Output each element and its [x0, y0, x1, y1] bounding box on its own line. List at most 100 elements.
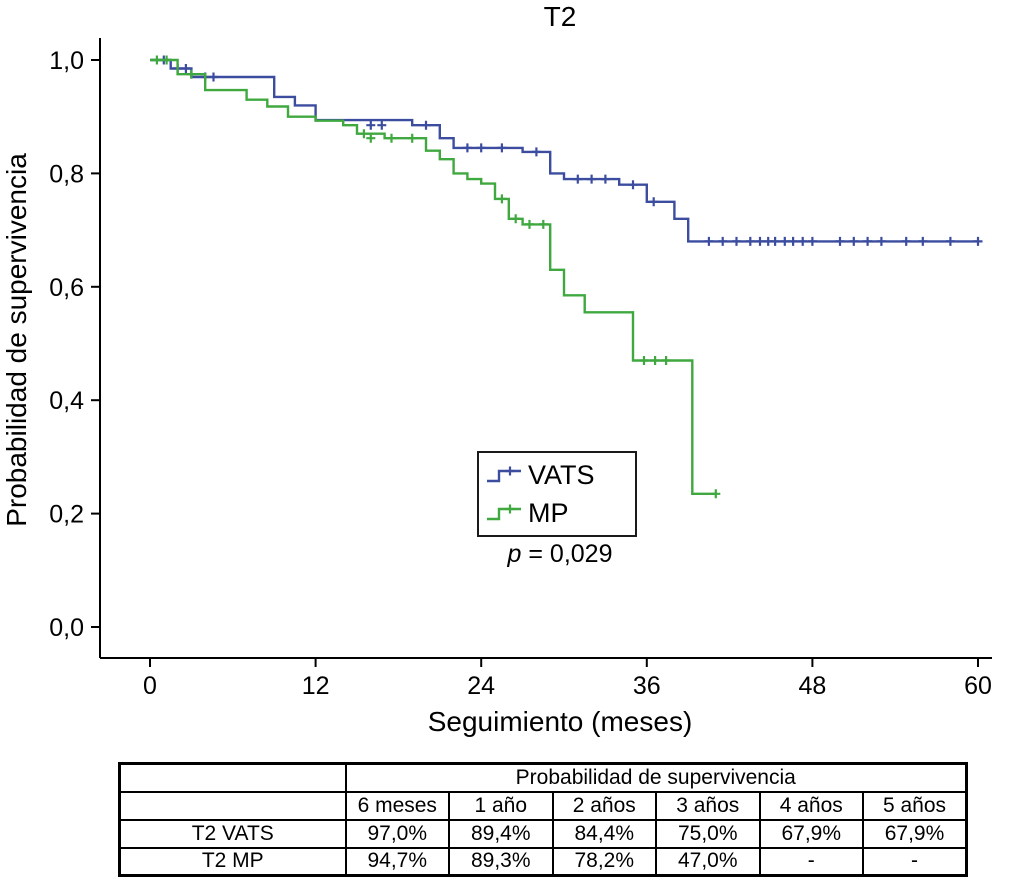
censor-mark-vats [628, 180, 638, 190]
censor-mark-mp [511, 214, 521, 224]
censor-mark-mp [407, 133, 417, 143]
table-cell: 84,4% [551, 818, 657, 849]
censor-mark-vats [587, 174, 597, 184]
km-chart: T2 0,0 0,2 0,4 0,6 0,8 1,0 0 12 24 36 48 60 Probabi… [1, 1, 992, 737]
censor-mark-mp [387, 133, 396, 143]
censor-mark-mp [497, 194, 507, 204]
legend-label-vats: VATS [528, 460, 595, 490]
censor-mark-vats [718, 236, 728, 246]
table-row-label: T2 VATS [118, 818, 347, 849]
censor-mark-vats [649, 197, 659, 207]
table-cell: 78,2% [551, 846, 657, 877]
censor-mark-vats [835, 236, 845, 246]
table-col-header: 3 años [655, 790, 761, 821]
table-col-header: 6 meses [344, 790, 450, 821]
legend-box [477, 451, 637, 537]
y-tick-label: 0,0 [49, 614, 84, 642]
censor-mark-vats [918, 236, 928, 246]
survival-table: Probabilidad de supervivencia 6 meses 1 añ… [118, 762, 968, 877]
censor-mark-vats [798, 236, 808, 246]
y-tick-label: 0,8 [49, 160, 84, 188]
y-tick-label: 0,6 [49, 274, 84, 302]
censor-mark-mp [639, 356, 649, 365]
table-cell: 75,0% [655, 818, 761, 849]
censor-mark-vats [377, 120, 387, 130]
survival-curve-mp [150, 58, 716, 495]
censor-mark-vats [788, 236, 798, 246]
censor-mark-mp [162, 55, 172, 65]
censor-mark-vats [600, 174, 610, 184]
censor-mark-mp [152, 55, 162, 65]
x-tick-label: 0 [143, 672, 157, 700]
censor-mark-vats [863, 236, 873, 246]
censor-mark-vats [366, 120, 376, 130]
survival-curve-vats [150, 58, 978, 243]
censor-mark-vats [876, 236, 886, 246]
censor-mark-mp [661, 356, 671, 365]
axes: 0,0 0,2 0,4 0,6 0,8 1,0 0 12 24 36 48 60 [49, 38, 992, 700]
censor-mark-mp [366, 133, 376, 143]
table-cell: 97,0% [344, 818, 450, 849]
table-cell: 67,9% [862, 818, 968, 849]
censor-mark-vats [531, 147, 541, 157]
table-row: T2 MP 94,7% 89,3% 78,2% 47,0% - - [118, 846, 968, 877]
censor-mark-vats [476, 143, 486, 153]
censor-mark-vats [745, 236, 755, 246]
censor-mark-mp [538, 219, 548, 229]
legend-line-vats [487, 466, 521, 483]
legend-label-mp: MP [528, 498, 569, 528]
censor-mark-vats [770, 236, 780, 246]
censor-mark-vats [901, 236, 911, 246]
table-cell: 94,7% [344, 846, 450, 877]
censor-mark-vats [704, 236, 714, 246]
censor-mark-vats [755, 236, 765, 246]
table-row-label: T2 MP [118, 846, 347, 877]
table-col-header: 5 años [862, 790, 968, 821]
censor-mark-vats [807, 236, 817, 246]
chart-title: T2 [544, 1, 577, 32]
censor-mark-vats [573, 174, 583, 184]
table-row: Probabilidad de supervivencia [118, 762, 968, 793]
table-cell: 67,9% [758, 818, 864, 849]
x-tick-label: 36 [633, 672, 661, 700]
table-row: T2 VATS 97,0% 89,4% 84,4% 75,0% 67,9% 67,9% [118, 818, 968, 849]
x-axis-label: Seguimiento (meses) [428, 706, 693, 737]
x-tick-label: 60 [964, 672, 992, 700]
censor-mark-vats [945, 236, 955, 246]
censor-mark-mp [650, 356, 660, 365]
table-cell: 89,4% [448, 818, 554, 849]
censor-mark-vats [462, 143, 472, 153]
p-value: p = 0,029 [507, 540, 613, 568]
table-cell: 47,0% [655, 846, 761, 877]
censor-mark-mp [525, 219, 534, 229]
censor-mark-vats [497, 143, 507, 153]
censor-mark-vats [209, 72, 218, 82]
x-tick-label: 48 [798, 672, 826, 700]
table-cell: - [758, 846, 864, 877]
censor-mark-vats [780, 236, 790, 246]
y-tick-label: 1,0 [49, 47, 84, 75]
p-value-symbol: p [507, 540, 522, 568]
table-col-header: 2 años [551, 790, 657, 821]
table-cell: - [862, 846, 968, 877]
table-corner-cell [118, 762, 347, 793]
table-row: 6 meses 1 año 2 años 3 años 4 años 5 años [118, 790, 968, 821]
censor-mark-vats [973, 236, 983, 246]
y-axis-label: Probabilidad de supervivencia [1, 153, 32, 527]
table-col-header: 4 años [758, 790, 864, 821]
survival-table-container: Probabilidad de supervivencia 6 meses 1 añ… [0, 762, 1024, 877]
y-tick-label: 0,4 [49, 387, 84, 415]
censor-mark-mp [186, 69, 196, 79]
survival-chart-container: T2 0,0 0,2 0,4 0,6 0,8 1,0 0 12 24 36 48 60 Probabi… [1, 1, 992, 737]
table-corner-cell [118, 790, 347, 821]
censor-mark-mp [711, 489, 721, 499]
legend-line-mp [487, 504, 521, 521]
y-tick-label: 0,2 [49, 501, 84, 529]
legend: VATS MP [477, 451, 637, 537]
survival-curves [150, 55, 983, 499]
table-header-title: Probabilidad de supervivencia [344, 762, 968, 793]
censor-mark-vats [421, 120, 431, 130]
table-col-header: 1 año [448, 790, 554, 821]
x-tick-label: 12 [302, 672, 330, 700]
censor-mark-vats [732, 236, 741, 246]
